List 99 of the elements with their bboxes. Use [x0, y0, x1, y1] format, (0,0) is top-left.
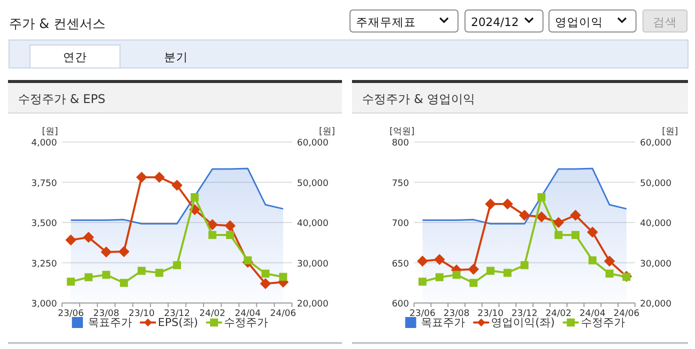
point — [588, 256, 596, 264]
point — [519, 210, 530, 221]
y-tick-label: 3,000 — [31, 300, 58, 310]
text: 분기 — [164, 50, 188, 64]
x-tick-label: 23/12 — [164, 309, 190, 319]
point — [504, 268, 512, 277]
y2-tick-label: 20,000 — [640, 300, 672, 310]
y2-tick-label: 40,000 — [640, 219, 672, 229]
point — [536, 211, 547, 222]
text: 검색 — [653, 15, 677, 29]
point — [84, 273, 93, 282]
point — [553, 217, 564, 228]
y-tick-label: 3,750 — [31, 178, 58, 189]
text: 주재무제표 — [356, 15, 416, 29]
point — [570, 210, 581, 221]
x-tick-label: 23/10 — [478, 309, 504, 319]
point — [470, 278, 478, 287]
point — [206, 219, 218, 230]
y-tick-label: 3,250 — [31, 259, 58, 270]
legend-label: EPS(좌) — [158, 316, 198, 329]
y2-tick-label: 50,000 — [640, 178, 672, 189]
point — [418, 278, 426, 286]
y2-tick-label: 60,000 — [297, 138, 329, 148]
point — [606, 270, 614, 278]
y-tick-label: 4,000 — [31, 138, 58, 148]
point — [120, 278, 128, 287]
point — [224, 220, 236, 232]
y2-tick-label: 50,000 — [297, 178, 329, 189]
y2-tick-label: 40,000 — [297, 219, 329, 229]
point — [434, 254, 445, 266]
point — [486, 266, 494, 275]
point — [485, 198, 496, 210]
y2-axis-title: [원] — [318, 127, 336, 137]
point — [155, 268, 164, 277]
x-tick-label: 23/12 — [512, 309, 538, 319]
point — [520, 261, 528, 270]
y2-tick-label: 30,000 — [297, 259, 329, 270]
chart-title: 수정주가 & EPS — [18, 92, 106, 106]
y-axis-title: [원] — [42, 127, 58, 137]
point — [100, 246, 112, 258]
x-tick-label: 24/04 — [580, 309, 606, 319]
point — [138, 266, 146, 275]
point — [118, 246, 130, 258]
x-tick-label: 24/04 — [234, 309, 262, 319]
text: 연간 — [63, 50, 87, 64]
y-tick-label: 600 — [392, 300, 410, 310]
point — [468, 264, 479, 275]
point — [244, 256, 252, 264]
legend-label: 목표주가 — [88, 316, 132, 329]
point — [452, 270, 460, 279]
y-tick-label: 700 — [392, 219, 410, 229]
y2-tick-label: 30,000 — [640, 259, 672, 270]
y-tick-label: 3,500 — [31, 219, 58, 229]
y2-axis-title: [원] — [662, 127, 678, 137]
x-tick-label: 23/06 — [58, 309, 84, 319]
point — [190, 193, 199, 202]
chart-title: 수정주가 & 영업이익 — [362, 92, 475, 106]
point — [279, 272, 288, 281]
y-tick-label: 750 — [392, 178, 410, 189]
y-tick-label: 650 — [392, 259, 410, 270]
legend-label: 수정주가 — [224, 316, 268, 329]
point — [502, 198, 513, 210]
point — [587, 226, 598, 238]
x-tick-label: 24/06 — [614, 309, 640, 319]
x-tick-label: 23/08 — [93, 309, 120, 319]
point — [102, 270, 110, 279]
point — [208, 230, 216, 239]
point — [554, 230, 562, 239]
point — [83, 232, 94, 243]
legend-label: 영업이익(좌) — [491, 316, 555, 329]
legend-label: 수정주가 — [580, 316, 625, 329]
point — [604, 256, 615, 267]
x-tick-label: 24/02 — [199, 309, 226, 319]
point — [260, 278, 271, 290]
point — [172, 180, 182, 191]
text: 영업이익 — [555, 15, 603, 29]
point — [136, 172, 148, 183]
point — [417, 256, 428, 267]
point — [261, 270, 270, 278]
legend-label: 목표주가 — [421, 316, 466, 329]
point — [436, 273, 444, 282]
point — [65, 234, 76, 246]
text: 주가 & 컨센서스 — [9, 17, 106, 32]
y-axis-title: [억원] — [389, 127, 415, 137]
text: 2024/12 — [471, 15, 519, 29]
point — [173, 261, 181, 270]
point — [154, 172, 165, 183]
y2-tick-label: 20,000 — [297, 300, 329, 310]
point — [538, 193, 546, 202]
point — [226, 230, 234, 239]
x-tick-label: 24/06 — [270, 309, 296, 319]
x-tick-label: 23/10 — [128, 309, 155, 319]
point — [572, 230, 580, 239]
y-tick-label: 800 — [392, 138, 410, 148]
x-tick-label: 24/02 — [546, 309, 572, 319]
x-tick-label: 23/06 — [410, 309, 436, 319]
y2-tick-label: 60,000 — [640, 138, 672, 148]
x-tick-label: 23/08 — [444, 309, 470, 319]
point — [66, 278, 75, 286]
